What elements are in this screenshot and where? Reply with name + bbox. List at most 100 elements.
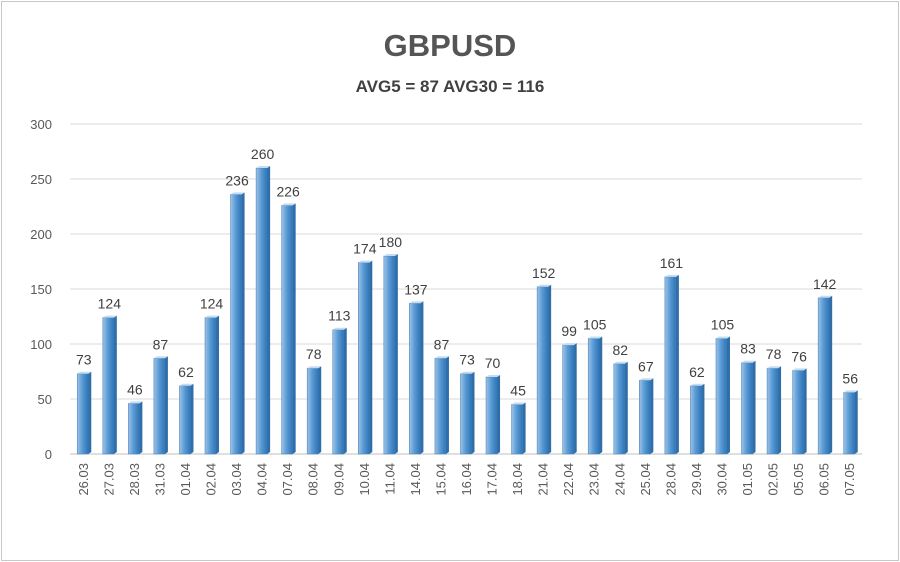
bar-top	[843, 390, 858, 393]
bar-top	[205, 315, 220, 318]
x-tick-label: 25.04	[638, 463, 653, 496]
bar-side	[190, 383, 194, 454]
bar-side	[292, 203, 296, 454]
y-axis-ticks: 0 50 100 150 200 250 300	[30, 117, 52, 462]
bar	[715, 338, 728, 455]
bar-top	[307, 366, 322, 369]
bar-top	[77, 371, 92, 374]
x-tick-label: 09.04	[331, 463, 346, 496]
bar-side	[650, 378, 654, 454]
data-label: 87	[434, 336, 450, 352]
bar-side	[267, 166, 271, 454]
data-label: 78	[766, 346, 782, 362]
y-tick-label: 150	[30, 282, 52, 297]
x-tick-label: 02.05	[766, 463, 781, 496]
x-tick-label: 01.04	[178, 463, 193, 496]
y-tick-label: 50	[38, 392, 52, 407]
bar-top	[230, 192, 245, 195]
bar-side	[369, 260, 373, 454]
bar-side	[701, 383, 705, 454]
bar	[230, 194, 242, 455]
bar-top	[460, 371, 475, 374]
bar-side	[726, 336, 730, 454]
data-label: 73	[76, 352, 92, 368]
bar	[179, 385, 191, 455]
bar-side	[599, 336, 603, 454]
bar-top	[715, 336, 730, 339]
x-tick-label: 16.04	[459, 463, 474, 496]
bars	[76, 166, 858, 455]
bar-top	[511, 402, 526, 405]
x-axis-ticks: 26.03 27.03 28.03 31.03 01.04 02.04 03.04 04.04…	[76, 463, 857, 496]
data-label: 174	[353, 241, 377, 257]
x-tick-label: 15.04	[433, 463, 448, 496]
y-tick-label: 300	[30, 117, 52, 132]
bar	[409, 302, 421, 455]
bar-side	[88, 371, 92, 454]
bar-side	[216, 315, 220, 454]
y-tick-label: 200	[30, 227, 52, 242]
bar-side	[445, 356, 449, 454]
x-tick-label: 30.04	[714, 463, 729, 496]
data-label: 124	[98, 296, 122, 312]
bar	[511, 404, 523, 455]
bar	[587, 338, 600, 455]
bar	[817, 297, 830, 455]
bar-top	[767, 366, 782, 369]
bar-side	[778, 366, 782, 454]
chart-title: GBPUSD	[383, 28, 517, 63]
x-tick-label: 31.03	[152, 463, 167, 496]
data-label: 62	[178, 364, 194, 380]
bar-side	[394, 254, 398, 454]
x-tick-label: 02.04	[204, 463, 219, 496]
data-label: 152	[532, 265, 556, 281]
data-label: 76	[791, 348, 807, 364]
bar	[485, 376, 498, 455]
bar-top	[383, 254, 398, 256]
data-label: 226	[276, 183, 300, 199]
bar	[383, 255, 396, 455]
x-tick-label: 29.04	[689, 463, 704, 496]
x-tick-label: 23.04	[587, 463, 602, 496]
data-label: 62	[689, 364, 705, 380]
data-label: 99	[561, 323, 577, 339]
bar-top	[332, 327, 347, 330]
x-tick-label: 01.05	[740, 463, 755, 496]
bar-top	[102, 315, 117, 318]
bar-top	[358, 260, 373, 263]
x-tick-label: 22.04	[561, 463, 576, 496]
bar	[536, 286, 549, 455]
bar	[766, 367, 779, 455]
data-label: 45	[510, 383, 526, 399]
bar	[562, 344, 574, 455]
bar-side	[624, 361, 628, 454]
y-tick-label: 250	[30, 172, 52, 187]
data-label: 180	[379, 234, 403, 250]
data-label: 137	[404, 281, 428, 297]
bar-side	[854, 390, 858, 454]
data-label: 46	[127, 381, 143, 397]
chart-subtitle: AVG5 = 87 AVG30 = 116	[355, 77, 545, 96]
bar-top	[613, 361, 628, 364]
bar-side	[139, 401, 143, 454]
bar	[76, 373, 89, 455]
bar-side	[343, 327, 347, 454]
bar-top	[588, 336, 603, 339]
x-tick-label: 27.03	[101, 463, 116, 496]
data-label: 87	[153, 336, 169, 352]
data-label: 105	[711, 317, 735, 333]
x-tick-label: 07.05	[842, 463, 857, 496]
bar-side	[241, 192, 245, 454]
bar-top	[179, 383, 194, 386]
bar-side	[803, 368, 807, 454]
data-label: 236	[225, 172, 249, 188]
bar-top	[486, 375, 501, 377]
x-tick-label: 21.04	[536, 463, 551, 496]
bar-side	[420, 301, 424, 454]
data-label: 105	[583, 317, 607, 333]
gridlines	[70, 123, 862, 455]
bar-top	[792, 368, 807, 371]
bar	[153, 357, 166, 455]
